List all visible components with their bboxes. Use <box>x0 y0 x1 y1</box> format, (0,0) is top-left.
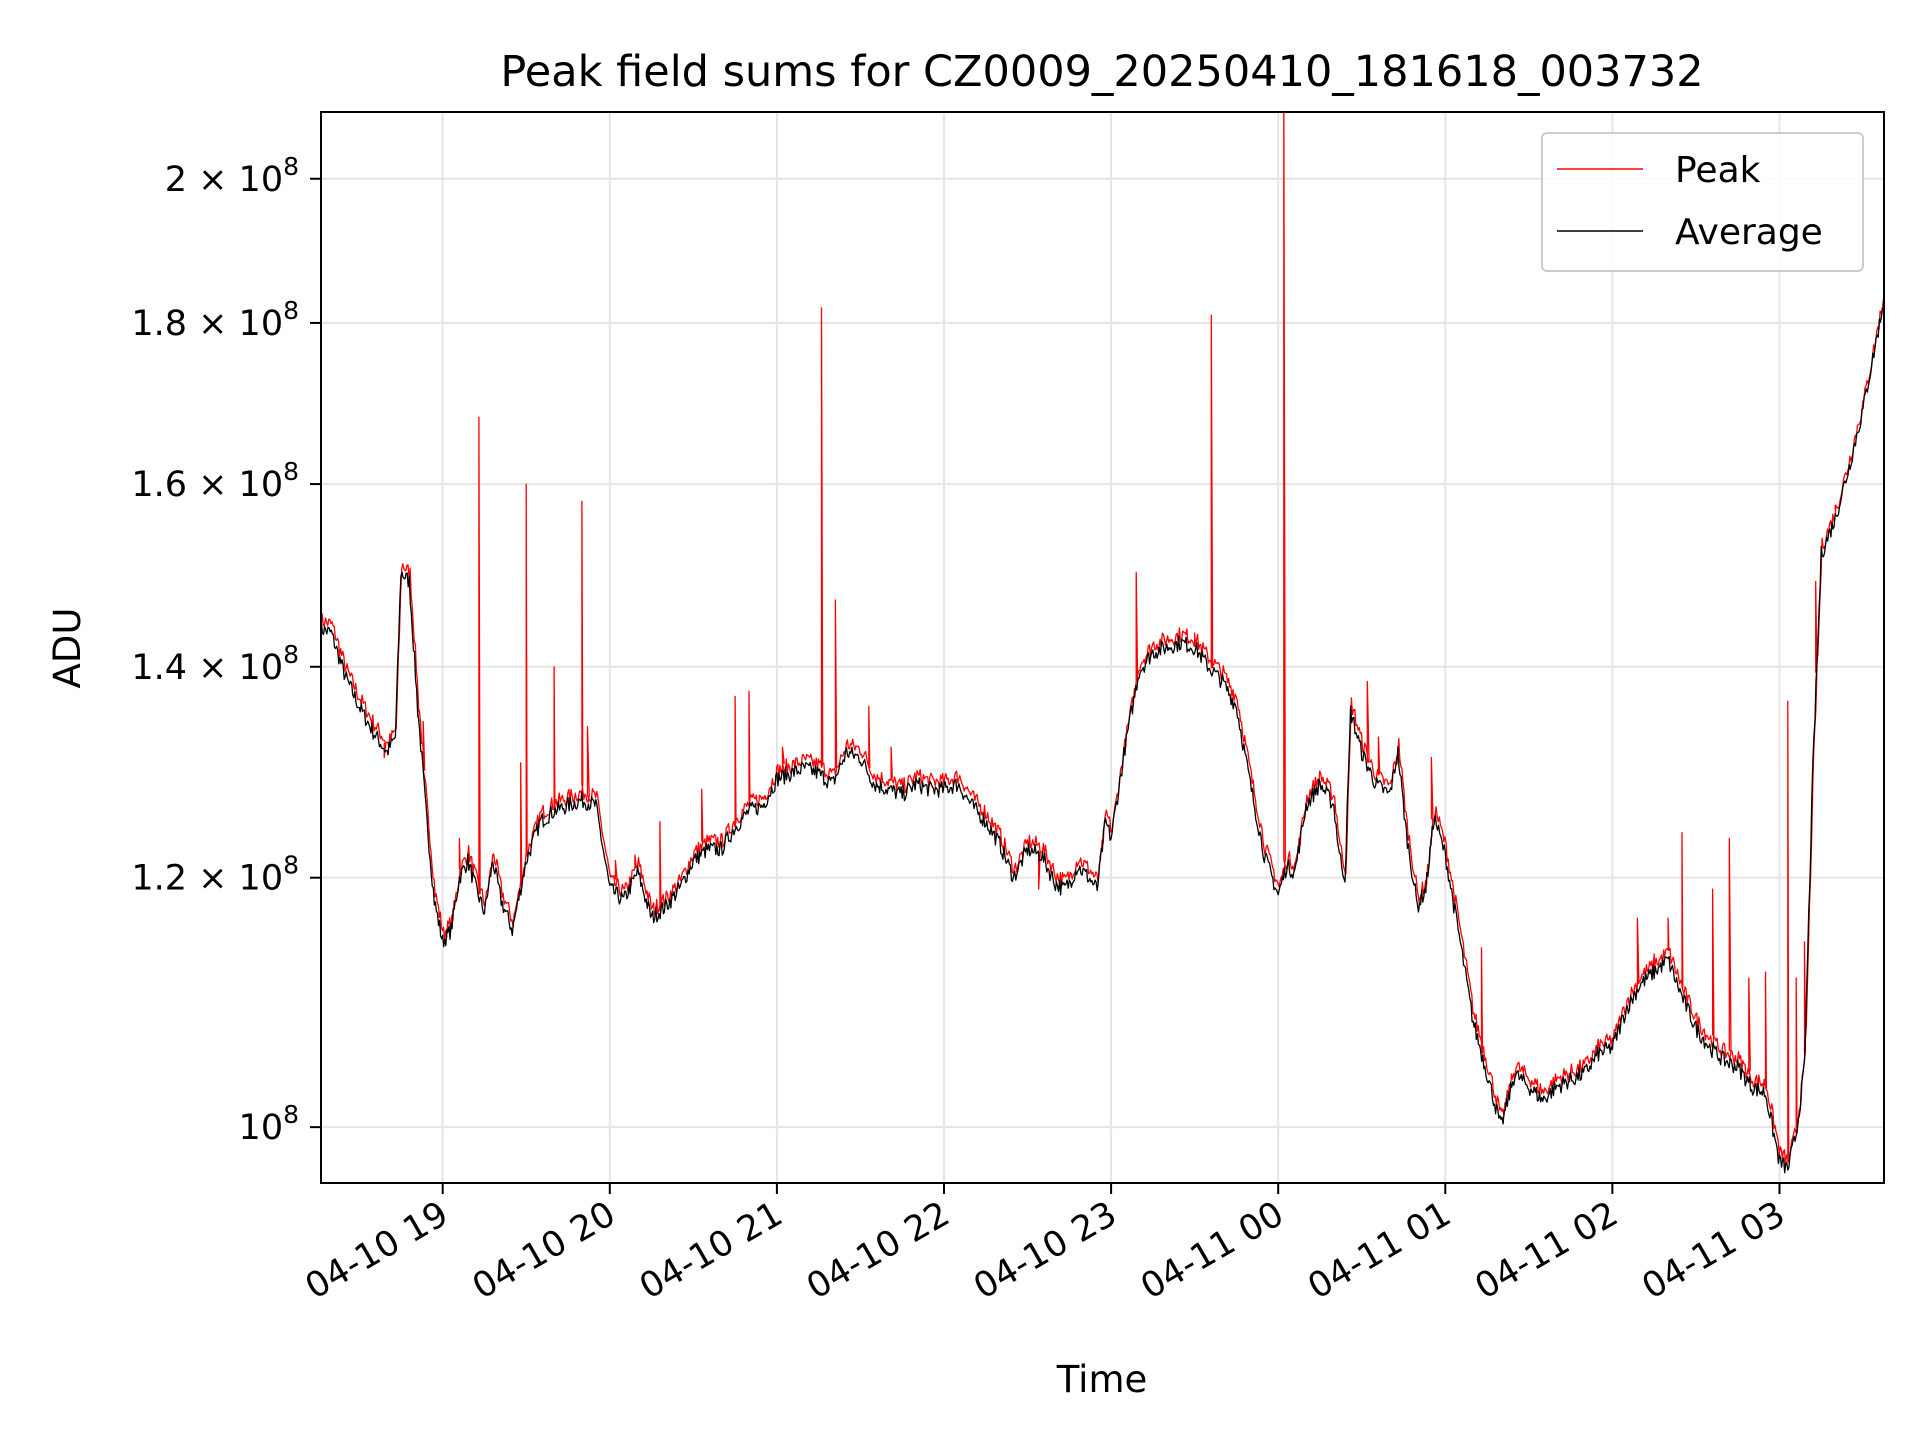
legend-label-peak: Peak <box>1675 150 1761 191</box>
y-tick-base: 1.2 × 10 <box>131 859 283 899</box>
series-line-average <box>321 307 1884 1174</box>
plot-lines <box>321 112 1884 1174</box>
grid <box>321 112 1884 1183</box>
y-tick-label: 2 × 108 <box>165 152 299 200</box>
plot-area-frame <box>320 111 1885 1184</box>
y-axis-label: ADU <box>46 608 89 689</box>
y-tick-label: 1.2 × 108 <box>131 851 299 899</box>
x-axis-label: Time <box>1056 1358 1148 1401</box>
chart-title: Peak field sums for CZ0009_20250410_1816… <box>500 47 1703 97</box>
y-tick-exponent: 8 <box>283 296 299 325</box>
y-tick-base: 10 <box>239 1108 284 1148</box>
y-tick-base: 1.6 × 10 <box>131 465 283 505</box>
legend-label-average: Average <box>1675 212 1823 253</box>
y-tick-label: 108 <box>239 1100 299 1148</box>
y-tick-base: 1.8 × 10 <box>131 304 283 344</box>
legend-box <box>1541 132 1864 272</box>
y-tick-label: 1.6 × 108 <box>131 457 299 505</box>
y-tick-label: 1.4 × 108 <box>131 640 299 688</box>
y-tick-exponent: 8 <box>283 1100 299 1129</box>
legend: Peak Average <box>1541 132 1864 272</box>
y-tick-label: 1.8 × 108 <box>131 296 299 344</box>
y-tick-base: 2 × 10 <box>165 160 283 200</box>
y-tick-exponent: 8 <box>283 152 299 181</box>
y-tick-exponent: 8 <box>283 851 299 880</box>
y-tick-base: 1.4 × 10 <box>131 648 283 688</box>
y-tick-exponent: 8 <box>283 457 299 486</box>
y-tick-exponent: 8 <box>283 640 299 669</box>
